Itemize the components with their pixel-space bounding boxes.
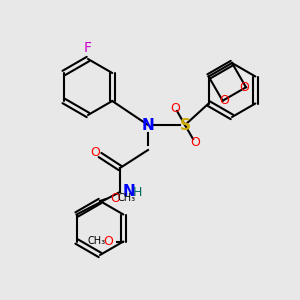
Text: O: O — [190, 136, 200, 148]
Text: CH₃: CH₃ — [87, 236, 105, 247]
Text: O: O — [103, 235, 113, 248]
Text: N: N — [142, 118, 154, 133]
Text: O: O — [239, 81, 249, 94]
Text: O: O — [90, 146, 100, 160]
Text: H: H — [133, 185, 142, 199]
Text: F: F — [84, 41, 92, 55]
Text: O: O — [110, 191, 120, 205]
Text: CH₃: CH₃ — [118, 193, 136, 203]
Text: N: N — [123, 184, 136, 200]
Text: O: O — [220, 94, 230, 107]
Text: S: S — [179, 118, 191, 133]
Text: O: O — [170, 101, 180, 115]
